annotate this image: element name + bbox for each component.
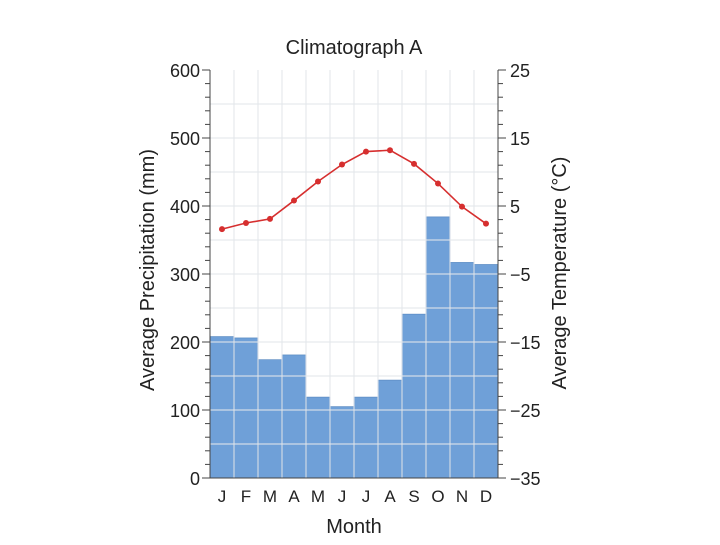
y-right-tick-label: −5 (510, 265, 531, 285)
y-left-tick-label: 0 (190, 469, 200, 489)
x-tick-label: F (241, 487, 251, 506)
temperature-point (243, 220, 249, 226)
y-right-tick-label: −25 (510, 401, 541, 421)
precipitation-bar (401, 313, 427, 479)
temperature-line (210, 70, 498, 478)
precipitation-bar (353, 396, 379, 479)
temperature-point (315, 178, 321, 185)
precipitation-bar (377, 379, 403, 479)
y-right-tick-label: −35 (510, 469, 541, 489)
x-tick-label: N (456, 487, 468, 506)
temperature-point (411, 160, 417, 167)
temperature-point (339, 161, 345, 168)
precipitation-bar (329, 406, 355, 479)
x-tick-label: S (408, 487, 419, 506)
x-axis-label: Month (326, 516, 382, 538)
axes (202, 69, 506, 479)
y-left-tick-label: 400 (170, 197, 200, 217)
x-tick-label: D (480, 487, 492, 506)
temperature-point (363, 148, 369, 155)
x-tick-label: J (362, 487, 371, 506)
precipitation-bar (257, 359, 283, 479)
x-tick-label: J (218, 487, 227, 506)
x-tick-label: M (311, 487, 325, 506)
precipitation-bar (449, 262, 475, 479)
precipitation-bar (425, 216, 451, 479)
temperature-point (459, 203, 465, 210)
temperature-line-path (221, 149, 487, 230)
temperature-point (387, 147, 393, 154)
precipitation-bar (473, 264, 499, 479)
y-left-tick-label: 200 (170, 333, 200, 353)
precipitation-bar (305, 396, 331, 479)
y-left-tick-label: 500 (170, 129, 200, 149)
y-left-tick-label: 300 (170, 265, 200, 285)
x-tick-label: A (288, 487, 300, 506)
y-right-tick-label: 5 (510, 197, 520, 217)
y-axis-left-label: Average Precipitation (mm) (137, 149, 159, 391)
x-tick-label: J (338, 487, 347, 506)
y-left-tick-label: 100 (170, 401, 200, 421)
temperature-point (267, 215, 273, 222)
temperature-point (483, 220, 489, 227)
x-tick-label: A (384, 487, 396, 506)
precipitation-bar (233, 337, 259, 479)
chart-title: Climatograph A (286, 37, 423, 59)
precipitation-bar (209, 336, 235, 479)
grid-overlay (210, 70, 498, 478)
y-right-tick-label: −15 (510, 333, 541, 353)
temperature-point (291, 197, 297, 204)
precipitation-bar (281, 354, 307, 479)
temperature-point (219, 226, 225, 233)
x-tick-label: M (263, 487, 277, 506)
x-tick-label: O (431, 487, 444, 506)
y-left-tick-label: 600 (170, 61, 200, 81)
y-right-tick-label: 25 (510, 61, 530, 81)
temperature-point (435, 180, 441, 187)
y-right-tick-label: 15 (510, 129, 530, 149)
y-axis-right-label: Average Temperature (°C) (549, 157, 571, 390)
